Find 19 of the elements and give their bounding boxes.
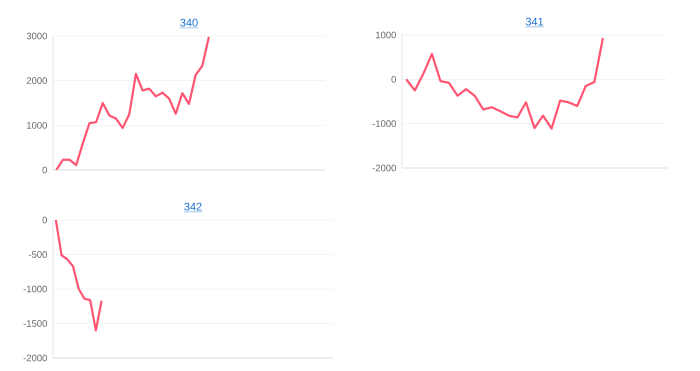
y-tick-label: 0	[42, 166, 47, 174]
y-tick-label: -1000	[372, 120, 396, 128]
chart-title: 341	[526, 18, 544, 26]
line-series	[405, 37, 604, 130]
y-tick-label: 0	[391, 76, 396, 83]
y-tick-label: 1000	[27, 122, 47, 129]
chart-title: 340	[180, 18, 198, 27]
y-tick-label: 0	[42, 216, 47, 224]
y-tick-label: -2000	[372, 164, 396, 172]
y-tick-label: -2000	[24, 354, 47, 362]
y-tick-label: -1500	[24, 320, 47, 327]
chart-title: 342	[184, 202, 202, 211]
y-tick-label: 2000	[26, 77, 47, 84]
y-tick-label: -1000	[24, 286, 47, 292]
y-tick-label: 3000	[26, 32, 47, 40]
line-series	[54, 220, 103, 332]
y-tick-label: -500	[28, 251, 47, 258]
line-series	[55, 36, 210, 170]
y-tick-label: 1000	[376, 32, 396, 38]
